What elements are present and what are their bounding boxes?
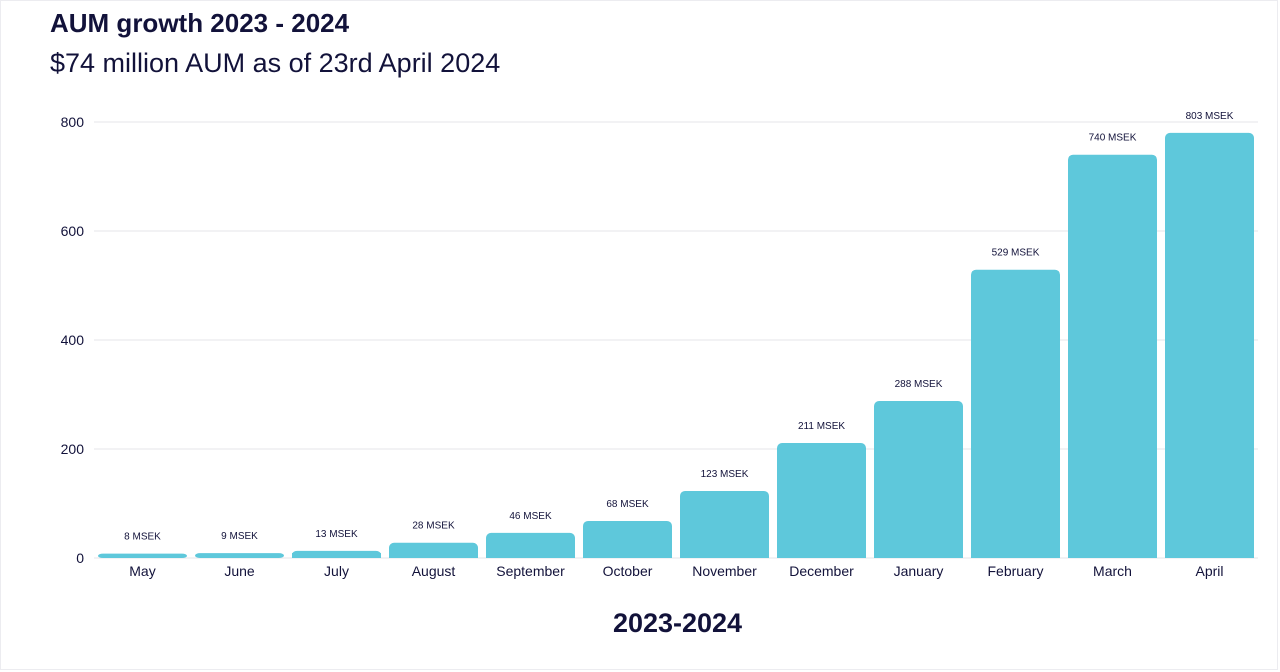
x-tick-label: October xyxy=(603,563,653,579)
data-label: 28 MSEK xyxy=(412,521,455,532)
bar-base xyxy=(971,553,1060,558)
data-label: 9 MSEK xyxy=(221,531,258,542)
bar-base xyxy=(389,553,478,558)
bar xyxy=(1068,154,1157,558)
x-tick-label: April xyxy=(1195,563,1223,579)
data-label: 529 MSEK xyxy=(992,248,1040,259)
y-tick-label: 400 xyxy=(61,332,85,348)
x-tick-label: December xyxy=(789,563,854,579)
data-label: 13 MSEK xyxy=(315,529,358,540)
bar-base xyxy=(583,553,672,558)
x-tick-label: July xyxy=(324,563,349,579)
x-tick-label: May xyxy=(129,563,155,579)
bar xyxy=(874,401,963,558)
y-tick-label: 200 xyxy=(61,441,85,457)
x-axis-title: 2023-2024 xyxy=(0,608,1280,639)
x-tick-label: June xyxy=(224,563,255,579)
y-tick-label: 800 xyxy=(61,114,85,130)
bar xyxy=(1165,132,1254,558)
y-tick-label: 0 xyxy=(76,550,84,566)
data-label: 46 MSEK xyxy=(509,511,552,522)
x-tick-label: August xyxy=(412,563,456,579)
bar-base xyxy=(486,553,575,558)
chart-title: AUM growth 2023 - 2024 xyxy=(50,8,350,38)
data-label: 288 MSEK xyxy=(895,379,943,390)
y-tick-label: 600 xyxy=(61,223,85,239)
x-axis-title-text: 2023-2024 xyxy=(612,608,743,638)
bar xyxy=(583,520,672,558)
x-tick-label: March xyxy=(1093,563,1132,579)
bar-chart: 0 200 400 600 800 8 MSEK May 9 MSEK June 13 MSEK J… xyxy=(61,111,1258,579)
x-tick-label: January xyxy=(894,563,944,579)
data-label: 803 MSEK xyxy=(1186,111,1234,122)
bar xyxy=(486,532,575,558)
data-label: 211 MSEK xyxy=(798,421,845,432)
bar xyxy=(195,553,284,558)
bar xyxy=(98,553,187,558)
data-label: 740 MSEK xyxy=(1089,133,1137,144)
bar-base xyxy=(777,553,866,558)
x-tick-label: November xyxy=(692,563,757,579)
bar xyxy=(680,490,769,558)
data-label: 68 MSEK xyxy=(606,499,649,510)
chart-subtitle: $74 million AUM as of 23rd April 2024 xyxy=(50,48,501,78)
bar-base xyxy=(1068,553,1157,558)
x-tick-label: September xyxy=(496,563,565,579)
data-label: 8 MSEK xyxy=(124,532,161,543)
data-label: 123 MSEK xyxy=(701,469,749,480)
bar-base xyxy=(680,553,769,558)
bar-base xyxy=(292,553,381,558)
bar-base xyxy=(874,553,963,558)
bar-base xyxy=(1165,553,1254,558)
x-tick-label: February xyxy=(987,563,1043,579)
bar xyxy=(777,443,866,558)
bar xyxy=(971,269,1060,558)
